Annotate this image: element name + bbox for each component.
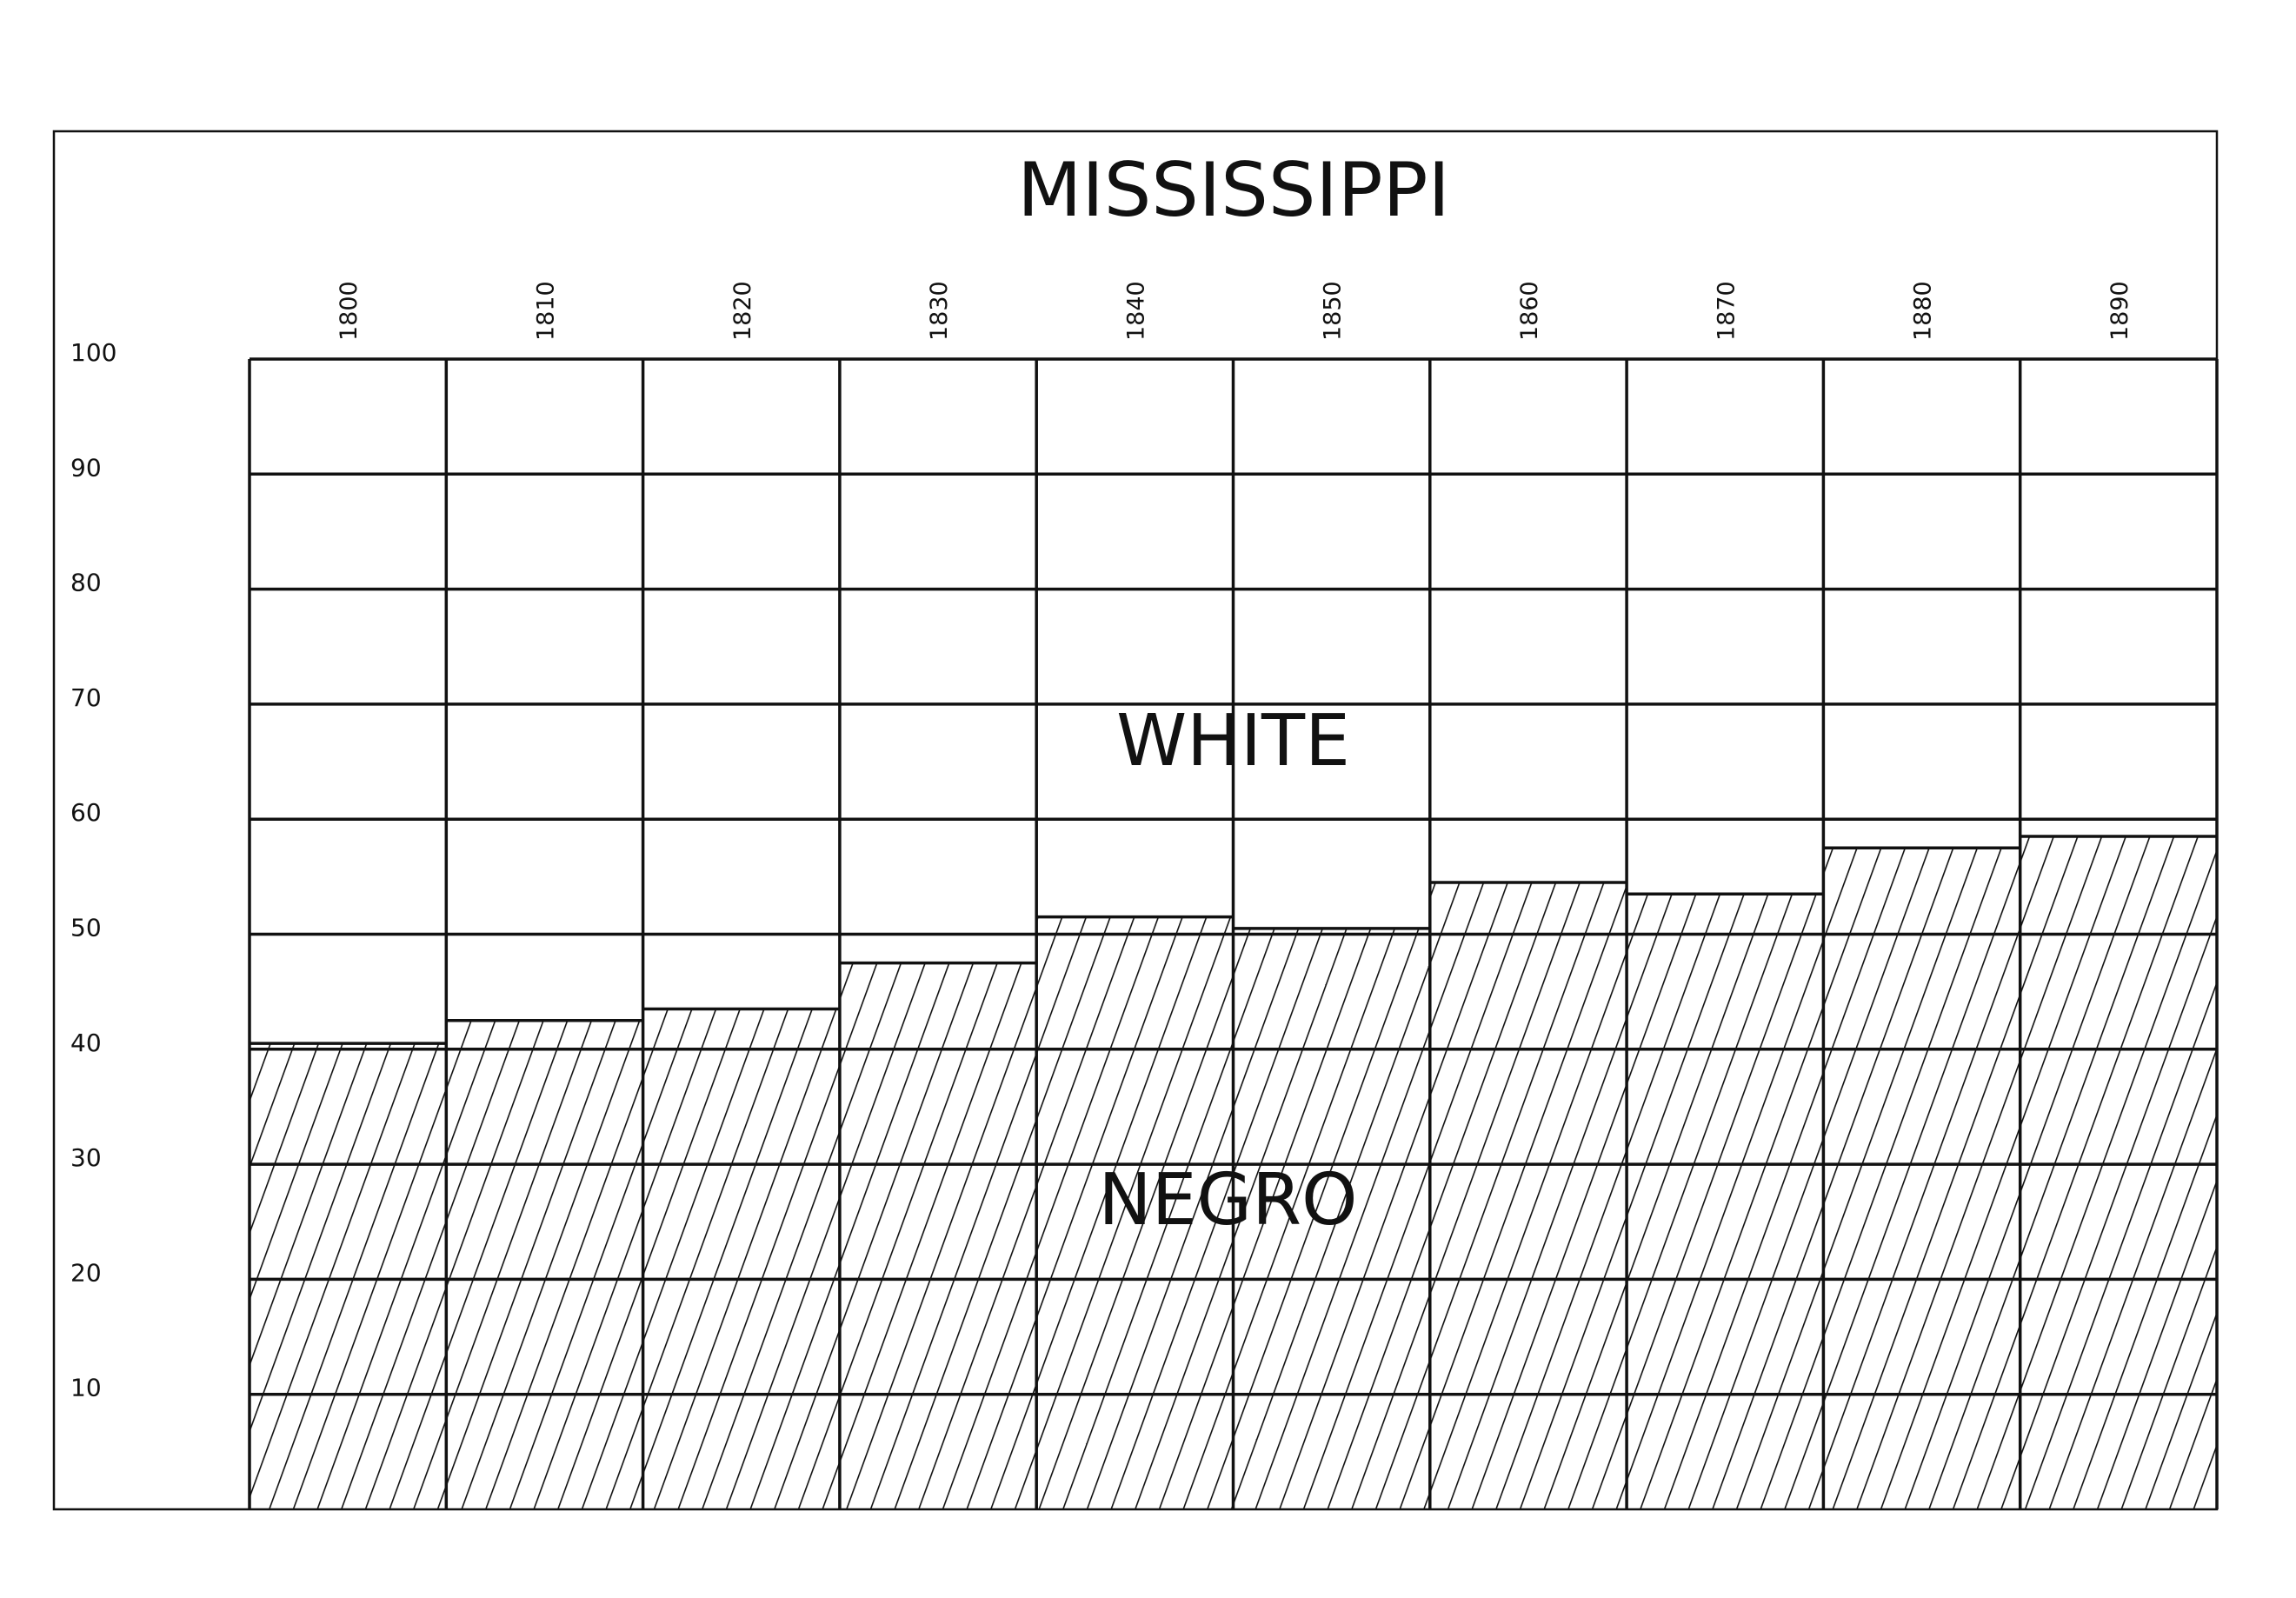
x-tick-label-1810: 1810 [532, 281, 559, 341]
y-tick-labels: 10 20 30 40 50 60 70 80 90 100 [70, 338, 116, 1402]
bar-negro-1870 [1627, 894, 1824, 1509]
bar-negro-1850 [1233, 928, 1430, 1509]
y-tick-label-40: 40 [70, 1029, 102, 1057]
grid-layer [248, 357, 2219, 1509]
y-tick-label-10: 10 [70, 1374, 102, 1402]
bar-negro-1840 [1036, 916, 1234, 1509]
x-tick-label-1890: 1890 [2106, 281, 2133, 341]
bar-negro-1890 [2020, 836, 2217, 1509]
y-tick-label-70: 70 [70, 683, 102, 712]
y-tick-label-100: 100 [70, 338, 116, 367]
series-label-white: WHITE [1116, 700, 1350, 782]
bar-negro-1830 [839, 962, 1037, 1509]
x-tick-label-1820: 1820 [729, 281, 756, 341]
y-tick-label-90: 90 [70, 453, 102, 482]
x-tick-label-1860: 1860 [1516, 281, 1543, 341]
x-tick-labels: 1800 1810 1820 1830 1840 1850 1860 1870 1880 1890 [336, 281, 2133, 341]
bar-negro-1820 [642, 1009, 840, 1509]
chart-title: MISSISSIPPI [1017, 147, 1450, 234]
bars-layer [250, 835, 2217, 1509]
bar-negro-1880 [1823, 848, 2020, 1509]
x-tick-label-1870: 1870 [1713, 281, 1740, 341]
series-labels: WHITE NEGRO [1098, 700, 1357, 1242]
y-tick-label-80: 80 [70, 569, 102, 597]
bar-negro-1860 [1429, 882, 1627, 1509]
y-tick-label-60: 60 [70, 798, 102, 827]
x-tick-label-1800: 1800 [336, 281, 363, 341]
y-tick-label-20: 20 [70, 1258, 102, 1287]
x-tick-label-1880: 1880 [1910, 281, 1937, 341]
x-tick-label-1850: 1850 [1320, 281, 1347, 341]
bar-negro-1800 [250, 1043, 447, 1509]
y-tick-label-30: 30 [70, 1143, 102, 1172]
x-tick-label-1830: 1830 [926, 281, 953, 341]
bar-negro-1810 [446, 1020, 643, 1509]
series-label-negro: NEGRO [1098, 1159, 1357, 1242]
x-tick-label-1840: 1840 [1122, 281, 1149, 341]
y-tick-label-50: 50 [70, 914, 102, 942]
